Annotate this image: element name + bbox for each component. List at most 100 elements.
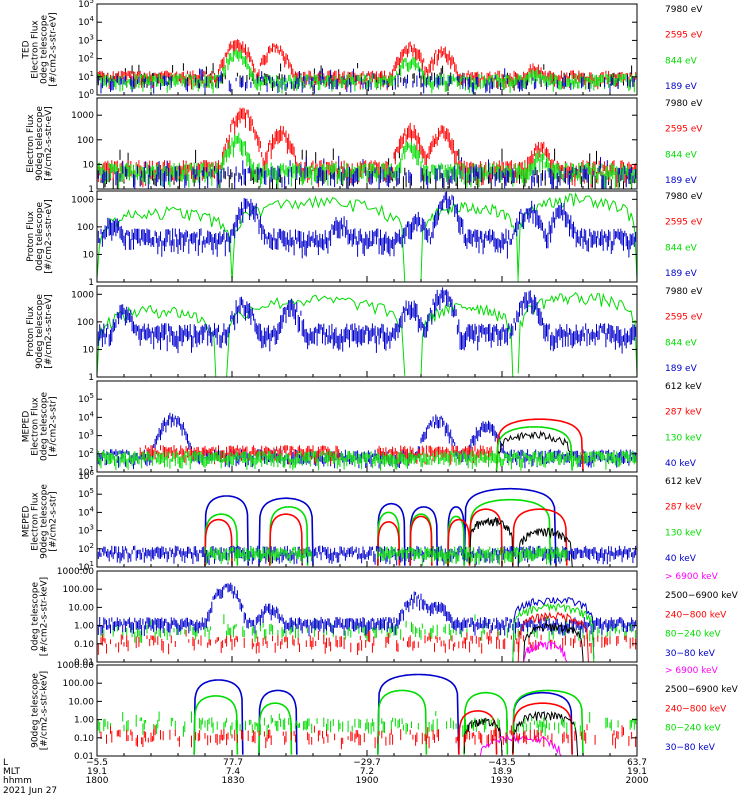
panel-6-y-axis-title-line-2: 90deg telescope <box>40 484 50 559</box>
panel-8-legend-4: 30−80 keV <box>665 743 716 753</box>
panel-1-ylabel-tick-4: 104 <box>78 15 94 28</box>
panel-7-series-6-trace <box>517 611 589 663</box>
panel-7-series-6 <box>517 611 589 663</box>
panel-2-ylabel-tick-1: 10 <box>83 160 95 170</box>
panel-7-series-5 <box>512 602 595 663</box>
panel-8-ylabel-tick-5: 1000.00 <box>57 661 94 671</box>
panel-1-ylabel-tick-5: 105 <box>78 0 94 10</box>
panel-1-y-axis-title-line-2: 0deg telescope <box>40 15 50 85</box>
panel-7-legend-1: 2500−6900 keV <box>665 591 739 601</box>
x-tick-hhmm-4: 2000 <box>626 776 649 786</box>
x-axis-labels: L MLT hhmm 2021 Jun 27 −5.5 19.1 1800 77… <box>3 758 649 796</box>
panel-1-ylabel-tick-2: 102 <box>78 52 94 65</box>
panel-8-frame <box>96 664 638 757</box>
panel-4-ylabel-tick-2: 100 <box>77 318 94 328</box>
panel-8-series-3 <box>458 702 573 755</box>
panel-8-legend-0: > 6900 keV <box>665 666 719 676</box>
panel-2-ylabel-tick-2: 100 <box>77 136 94 146</box>
panel-8-series-1-trace <box>193 673 573 755</box>
panel-8-ylabel-tick-0: 0.01 <box>74 752 94 762</box>
panel-2-series-3 <box>96 132 638 189</box>
panel-3-series-2 <box>96 191 638 259</box>
x-tick-l-0: −5.5 <box>86 758 108 768</box>
date-label: 2021 Jun 27 <box>3 786 57 796</box>
panel-5-series-4 <box>496 430 573 473</box>
panel-3-series-1 <box>96 191 638 283</box>
panel-4-ylabel-tick-1: 10 <box>83 345 95 355</box>
panel-6-series-6 <box>204 546 568 566</box>
panel-1-legend-3: 189 eV <box>665 82 698 92</box>
panel-4-ylabel-tick-0: 1 <box>88 373 94 383</box>
panel-7-series-7-trace <box>523 622 584 663</box>
x-tick-hhmm-3: 1930 <box>491 776 514 786</box>
panel-5-legend-3: 40 keV <box>665 459 697 469</box>
panel-3-legend-1: 2595 eV <box>665 218 703 228</box>
panel-5-ylabel-tick-3: 104 <box>78 410 94 423</box>
panel-7-y-axis-title-line-1: [#/cm2-s-str-keV] <box>40 577 50 656</box>
panel-7-series-8 <box>523 641 568 663</box>
panel-7-ylabel-tick-1: 0.10 <box>74 640 94 650</box>
panel-6-series-1 <box>204 487 557 566</box>
panel-8-series-3-trace <box>458 702 573 755</box>
x-tick-l-4: 63.7 <box>627 758 647 768</box>
x-tick-hhmm-1: 1830 <box>222 776 245 786</box>
panel-1-y-axis-title: TEDElectron Flux0deg telescope[#/cm2-s-s… <box>22 12 59 87</box>
panel-2-ylabel-tick-0: 1 <box>88 185 94 195</box>
panel-5-series-4-trace <box>496 430 573 473</box>
panel-5-y-axis-title-line-1: Electron Flux <box>31 397 41 456</box>
panel-4-y-axis-title-line-0: Proton Flux <box>26 306 36 357</box>
panel-8-ylabel-tick-4: 100.00 <box>63 679 95 689</box>
panel-2-legend-1: 2595 eV <box>665 125 703 135</box>
panel-8-ylabel-tick-1: 0.10 <box>74 734 94 744</box>
panel-3: 1 10 100 1000 Proton Flux0deg telescope[#/cm… <box>26 190 703 288</box>
panel-2-y-axis-title-line-2: [#/cm2-s-str-eV] <box>44 106 54 181</box>
panel-1-y-axis-title-line-1: Electron Flux <box>31 20 41 79</box>
panel-2-legend-3: 189 eV <box>665 176 698 186</box>
panel-6-legend-0: 612 keV <box>665 477 702 487</box>
panel-5-ylabel-tick-2: 103 <box>78 429 94 442</box>
x-tick-mlt-1: 7.4 <box>226 767 241 777</box>
panel-3-series-2-trace <box>96 191 638 259</box>
panel-4-y-axis-title-line-2: [#/cm2-s-str-eV] <box>44 294 54 369</box>
x-tick-hhmm-2: 1900 <box>356 776 379 786</box>
panel-1-ylabel-tick-1: 101 <box>78 70 94 83</box>
panel-2-y-axis-title-line-0: Electron Flux <box>26 114 36 173</box>
panel-7-ylabel-tick-3: 10.00 <box>68 603 94 613</box>
panel-1-series-3 <box>96 48 638 94</box>
panel-3-legend-2: 844 eV <box>665 243 698 253</box>
panel-8-series-6-trace <box>97 711 637 737</box>
panel-6-ylabel-tick-3: 104 <box>78 505 94 518</box>
panel-6-series-3 <box>204 508 568 566</box>
panel-6-series-6-trace <box>204 546 568 566</box>
panel-7-ylabel-tick-4: 100.00 <box>63 585 95 595</box>
panel-5-legend-2: 130 keV <box>665 433 702 443</box>
panel-7-ylabel-tick-2: 1.00 <box>74 622 94 632</box>
panel-5-series-5-trace <box>495 418 584 471</box>
panel-2: 1 10 100 1000 Electron Flux90deg telescope[#… <box>26 97 703 195</box>
panel-6-series-2 <box>204 498 552 566</box>
x-tick-mlt-4: 19.1 <box>627 767 647 777</box>
panel-3-y-axis-title: Proton Flux0deg telescope[#/cm2-s-str-eV… <box>26 199 54 274</box>
x-tick-hhmm-0: 1800 <box>86 776 109 786</box>
panel-8-y-axis-title-line-1: [#/cm2-s-str-keV] <box>40 671 50 750</box>
x-tick-l-3: −43.5 <box>488 758 516 768</box>
panel-3-ylabel-tick-1: 10 <box>83 250 95 260</box>
panel-1-series-1-trace <box>96 62 634 92</box>
panel-4-legend-3: 189 eV <box>665 364 698 374</box>
panel-3-ylabel-tick-0: 1 <box>88 278 94 288</box>
panel-3-series-1-trace <box>96 191 638 283</box>
panel-5-y-axis-title-line-0: MEPED <box>22 411 32 443</box>
x-row-name-l: L <box>3 758 8 768</box>
panel-1-legend-0: 7980 eV <box>665 5 703 15</box>
panel-4-legend-0: 7980 eV <box>665 287 703 297</box>
panel-6-y-axis-title-line-0: MEPED <box>22 506 32 538</box>
panel-8-ylabel-tick-2: 1.00 <box>74 716 94 726</box>
panel-1-series-1 <box>96 62 634 92</box>
x-row-name-mlt: MLT <box>3 767 21 777</box>
panel-7-legend-4: 30−80 keV <box>665 649 716 659</box>
panel-6-legend-2: 130 keV <box>665 528 702 538</box>
panel-3-legend-0: 7980 eV <box>665 192 703 202</box>
